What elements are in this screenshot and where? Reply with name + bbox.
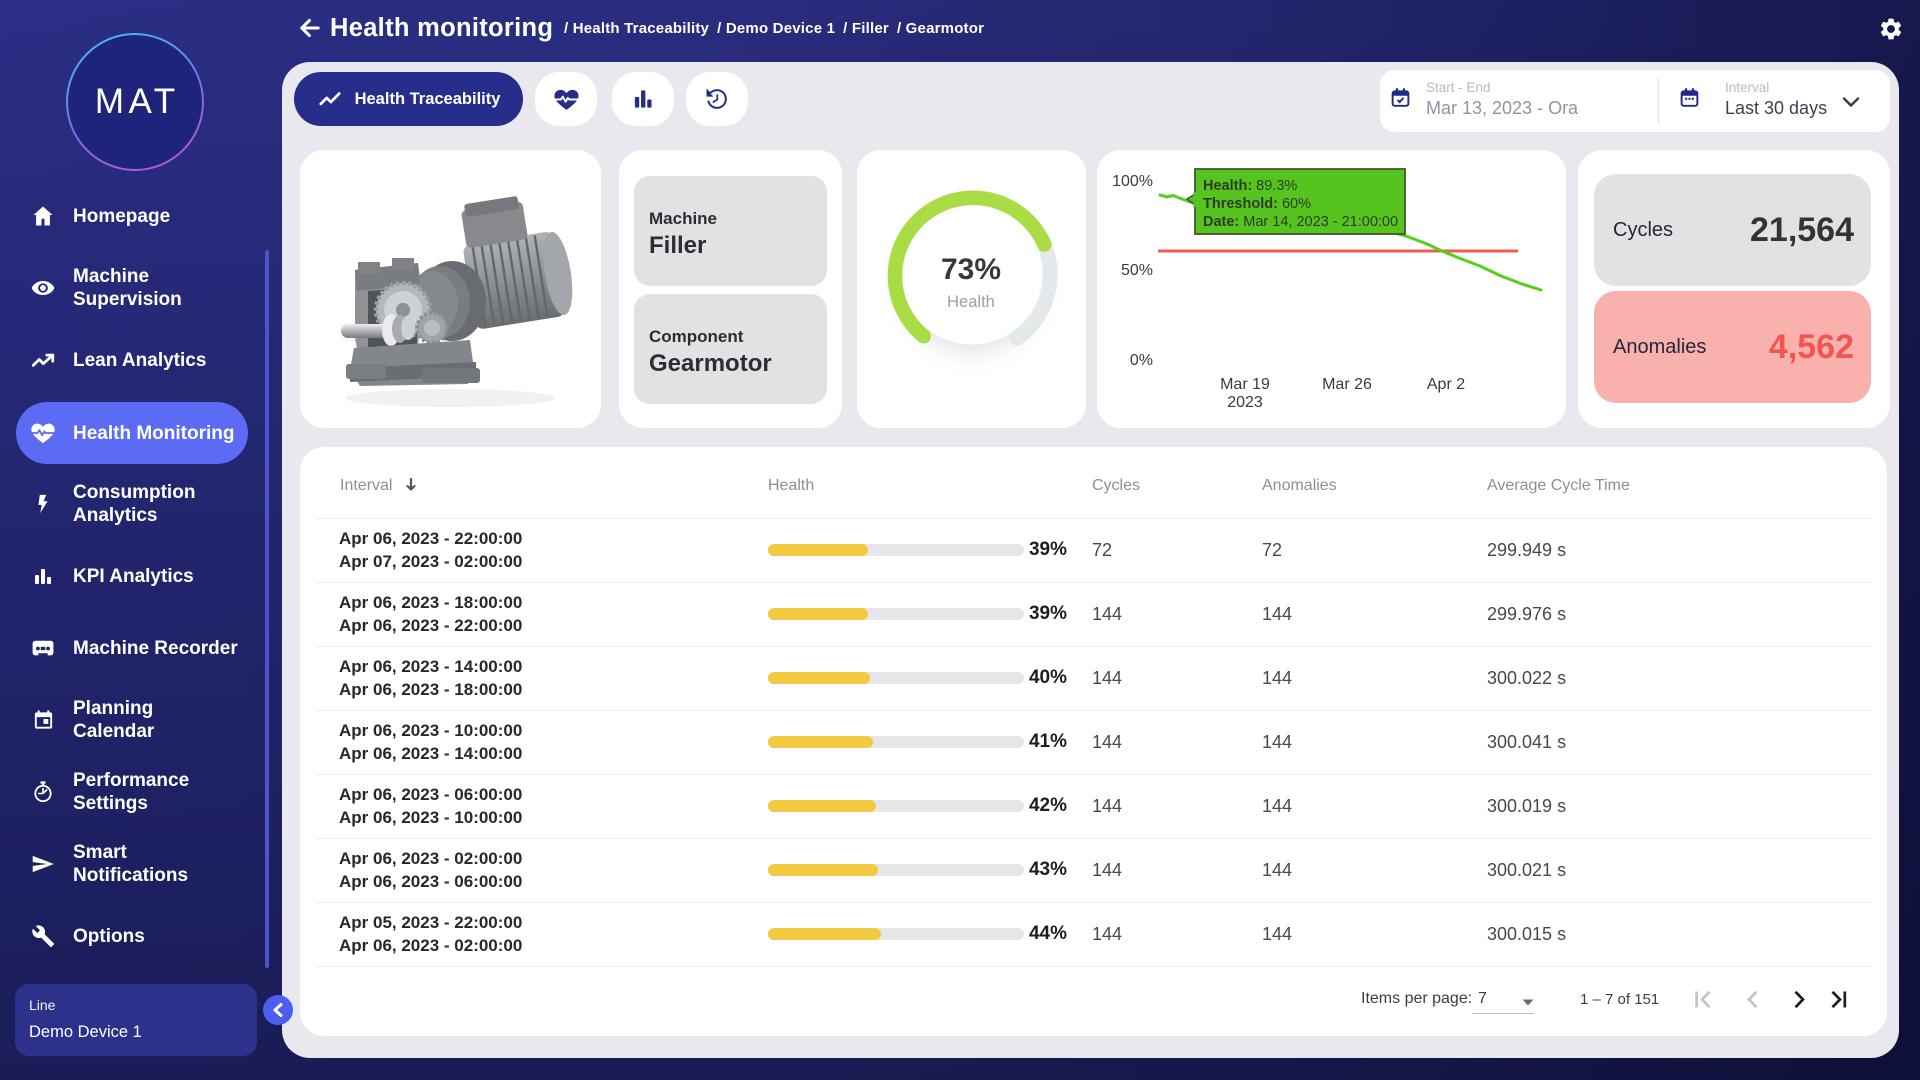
svg-text:73%: 73% — [941, 253, 1001, 286]
svg-text:Apr 2: Apr 2 — [1427, 376, 1465, 393]
svg-text:Threshold: 60%: Threshold: 60% — [1203, 196, 1311, 212]
svg-text:Mar 26: Mar 26 — [1322, 376, 1372, 393]
svg-text:Health: Health — [947, 293, 995, 311]
svg-text:0%: 0% — [1130, 352, 1153, 369]
svg-text:2023: 2023 — [1227, 394, 1263, 411]
svg-text:Mar 19: Mar 19 — [1220, 376, 1270, 393]
svg-text:100%: 100% — [1112, 173, 1153, 190]
svg-text:50%: 50% — [1121, 262, 1153, 279]
svg-text:Date: Mar 14, 2023 - 21:00:00: Date: Mar 14, 2023 - 21:00:00 — [1203, 214, 1398, 230]
svg-text:Health: 89.3%: Health: 89.3% — [1203, 178, 1297, 194]
